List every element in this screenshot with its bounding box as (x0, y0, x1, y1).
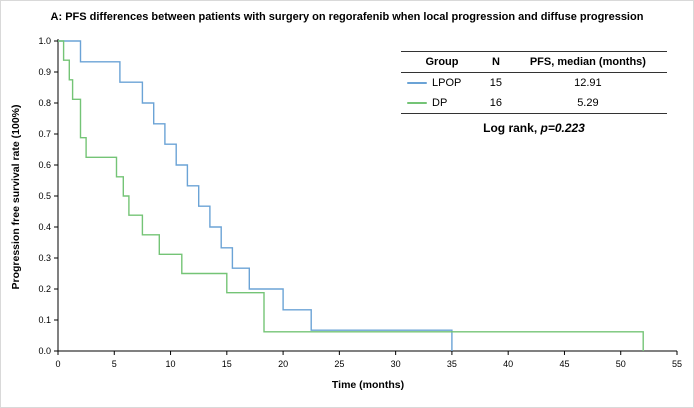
svg-text:1.0: 1.0 (38, 36, 51, 46)
n-value-lpop: 15 (489, 77, 503, 89)
log-rank-prefix: Log rank, (483, 121, 541, 135)
svg-text:35: 35 (447, 359, 457, 369)
svg-text:30: 30 (391, 359, 401, 369)
svg-text:0.7: 0.7 (38, 129, 51, 139)
n-value-dp: 16 (483, 93, 509, 114)
svg-text:55: 55 (672, 359, 682, 369)
svg-text:0.4: 0.4 (38, 222, 51, 232)
svg-text:0.2: 0.2 (38, 284, 51, 294)
svg-text:10: 10 (166, 359, 176, 369)
svg-text:0.5: 0.5 (38, 191, 51, 201)
group-label-lpop: LPOP (432, 77, 462, 89)
svg-text:0.3: 0.3 (38, 253, 51, 263)
table-row-lpop: LPOP 15 12.91 (401, 73, 667, 94)
figure-title: A: PFS differences between patients with… (50, 11, 644, 23)
median-value-dp: 5.29 (508, 93, 667, 114)
stats-table-header-row: Group N PFS, median (months) (401, 51, 667, 73)
svg-text:5: 5 (112, 359, 117, 369)
log-rank-p-value: p=0.223 (540, 121, 585, 135)
group-label-dp: DP (432, 97, 448, 109)
median-value-lpop: 12.91 (574, 77, 602, 89)
svg-text:0.8: 0.8 (38, 98, 51, 108)
lpop-line-swatch-icon (407, 82, 427, 84)
svg-text:15: 15 (222, 359, 232, 369)
group-cell-dp: DP (405, 97, 479, 109)
stats-header-group: Group (401, 51, 484, 73)
svg-text:0: 0 (55, 359, 60, 369)
dp-line-swatch-icon (407, 102, 427, 104)
svg-text:0.6: 0.6 (38, 160, 51, 170)
svg-text:50: 50 (616, 359, 626, 369)
svg-text:0.0: 0.0 (38, 346, 51, 356)
svg-text:0.1: 0.1 (38, 315, 51, 325)
stats-header-median: PFS, median (months) (508, 51, 667, 73)
svg-text:20: 20 (278, 359, 288, 369)
table-row-dp: DP 16 5.29 (401, 93, 667, 114)
svg-text:25: 25 (334, 359, 344, 369)
stats-panel: Group N PFS, median (months) LPOP 15 12.… (401, 51, 667, 135)
log-rank-text: Log rank, p=0.223 (401, 121, 667, 135)
x-axis-label: Time (months) (331, 379, 405, 391)
group-cell-lpop: LPOP (405, 77, 479, 89)
svg-text:45: 45 (559, 359, 569, 369)
svg-text:40: 40 (503, 359, 513, 369)
stats-table: Group N PFS, median (months) LPOP 15 12.… (401, 51, 667, 114)
svg-text:0.9: 0.9 (38, 67, 51, 77)
stats-header-n: N (483, 51, 509, 73)
